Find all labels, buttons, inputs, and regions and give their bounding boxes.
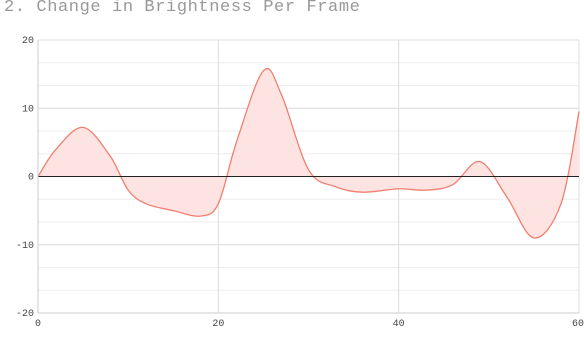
y-tick-label: -20 [16, 309, 34, 320]
y-tick-label: 10 [22, 104, 34, 115]
x-tick-label: 40 [393, 319, 405, 330]
y-tick-label: 0 [28, 173, 34, 184]
x-tick-label: 60 [572, 319, 584, 330]
series-area [38, 68, 579, 238]
y-tick-label: 20 [22, 36, 34, 47]
series-line [37, 68, 580, 239]
y-tick-label: -10 [16, 241, 34, 252]
chart-title: 2. Change in Brightness Per Frame [4, 0, 361, 17]
x-tick-label: 0 [35, 319, 41, 330]
x-tick-label: 20 [212, 319, 224, 330]
